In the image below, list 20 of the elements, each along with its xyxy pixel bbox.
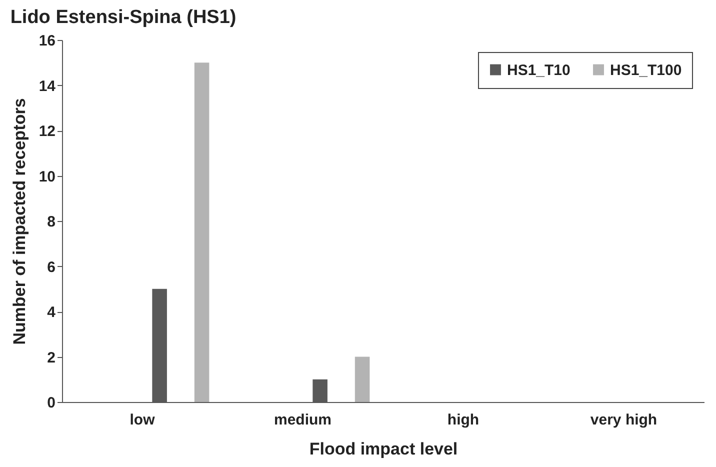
- y-axis-title: Number of impacted receptors: [10, 98, 29, 345]
- y-tick-label: 0: [47, 394, 56, 412]
- x-axis-title: Flood impact level: [309, 440, 458, 458]
- y-tick-label: 4: [47, 304, 56, 321]
- y-tick-label: 12: [38, 123, 56, 140]
- x-tick-label: very high: [590, 412, 658, 428]
- x-tick-label: high: [447, 412, 480, 428]
- bar: [194, 62, 210, 402]
- y-tick-label: 10: [38, 168, 56, 186]
- bar: [354, 356, 370, 402]
- chart-title: Lido Estensi-Spina (HS1): [10, 7, 236, 28]
- legend-label: HS1_T100: [610, 62, 682, 79]
- y-tick-label: 14: [38, 78, 56, 95]
- y-tick-label: 8: [47, 214, 56, 230]
- y-tick-label: 6: [47, 258, 56, 276]
- y-tick-label: 16: [38, 32, 56, 50]
- y-tick-label: 2: [47, 349, 56, 366]
- x-tick-label: medium: [274, 412, 332, 428]
- legend-label: HS1_T10: [507, 62, 570, 79]
- x-tick-label: low: [130, 412, 156, 428]
